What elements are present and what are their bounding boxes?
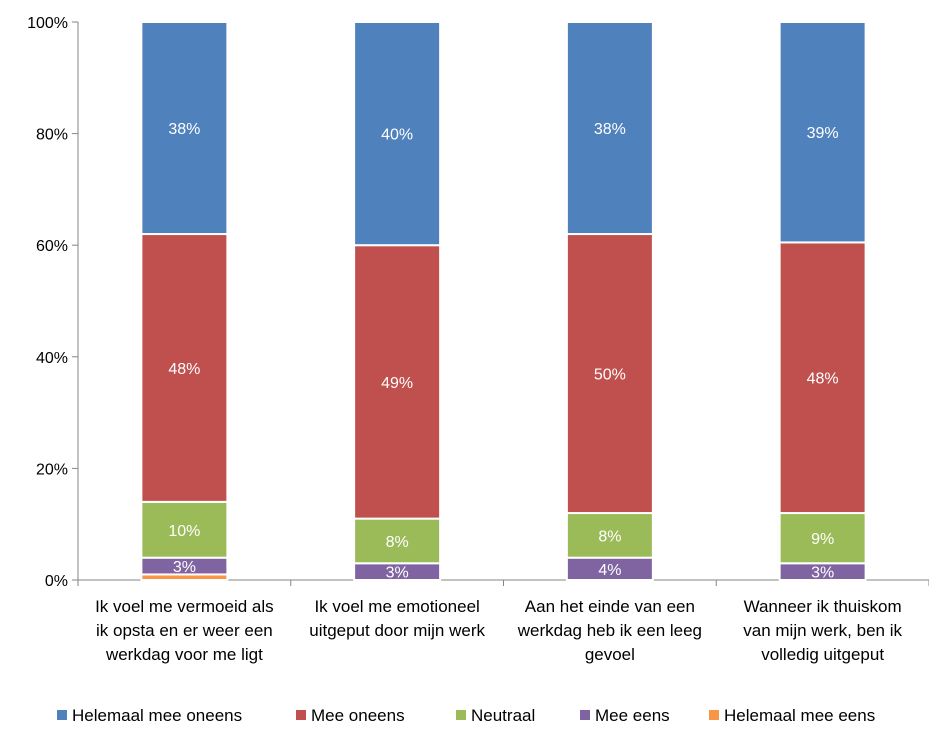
- data-label: 8%: [598, 528, 621, 545]
- chart-axes: 0% 20% 40% 60% 80% 100%: [27, 15, 929, 590]
- y-tick-label: 100%: [27, 15, 68, 32]
- legend-swatch: [580, 710, 590, 720]
- legend-swatch: [709, 710, 719, 720]
- legend-label: Helemaal mee eens: [724, 706, 875, 725]
- bar-segment: [140, 21, 229, 236]
- data-label: 8%: [386, 534, 409, 551]
- data-label: 39%: [807, 125, 839, 142]
- y-tick-label: 60%: [36, 238, 68, 255]
- category-label: Ik voel me emotioneel uitgeput door mijn …: [309, 597, 485, 640]
- data-label: 48%: [807, 371, 839, 388]
- category-label-line: werkdag voor me ligt: [105, 645, 263, 664]
- data-label: 40%: [381, 127, 413, 144]
- category-label-line: werkdag heb ik een leeg: [517, 621, 702, 640]
- category-label-line: van mijn werk, ben ik: [743, 621, 902, 640]
- data-label: 4%: [598, 562, 621, 579]
- y-tick-label: 40%: [36, 350, 68, 367]
- bar-segment: [353, 21, 442, 247]
- data-label: 38%: [594, 121, 626, 138]
- data-label: 49%: [381, 375, 413, 392]
- legend-label: Neutraal: [471, 706, 535, 725]
- chart-legend: Helemaal mee oneens Mee oneens Neutraal Mee…: [57, 706, 875, 725]
- data-label: 9%: [811, 531, 834, 548]
- legend-label: Mee eens: [595, 706, 670, 725]
- legend-swatch: [57, 710, 67, 720]
- category-label-line: ik opsta en er weer een: [96, 621, 273, 640]
- legend-item: Mee eens: [580, 706, 670, 725]
- legend-item: Mee oneens: [296, 706, 405, 725]
- bar-segment: [353, 244, 442, 520]
- legend-item: Helemaal mee eens: [709, 706, 875, 725]
- bar-segment: [353, 517, 442, 565]
- category-label-line: Wanneer ik thuiskom: [744, 597, 902, 616]
- y-tick-label: 20%: [36, 461, 68, 478]
- category-label: Ik voel me vermoeid als ik opsta en er we…: [95, 597, 274, 664]
- legend-item: Neutraal: [456, 706, 535, 725]
- category-label: Wanneer ik thuiskom van mijn werk, ben ik…: [743, 597, 902, 664]
- data-label: 3%: [173, 559, 196, 576]
- category-label-line: gevoel: [585, 645, 635, 664]
- data-label: 38%: [168, 121, 200, 138]
- category-label-line: Ik voel me vermoeid als: [95, 597, 274, 616]
- data-label: 3%: [386, 565, 409, 582]
- data-label: 48%: [168, 361, 200, 378]
- bar-segment: [778, 512, 867, 565]
- legend-swatch: [456, 710, 466, 720]
- data-label: 50%: [594, 367, 626, 384]
- data-label: 3%: [811, 565, 834, 582]
- chart-bars: [140, 21, 867, 582]
- bar-segment: [565, 512, 654, 559]
- category-axis-labels: Ik voel me vermoeid als ik opsta en er we…: [95, 597, 902, 664]
- category-label-line: uitgeput door mijn werk: [309, 621, 485, 640]
- legend-label: Helemaal mee oneens: [72, 706, 242, 725]
- bar-segment: [778, 241, 867, 515]
- y-tick-label: 0%: [45, 573, 68, 590]
- bar-segment: [565, 233, 654, 515]
- category-label-line: volledig uitgeput: [761, 645, 884, 664]
- bar-segment: [140, 233, 229, 503]
- legend-swatch: [296, 710, 306, 720]
- legend-item: Helemaal mee oneens: [57, 706, 242, 725]
- data-label: 10%: [168, 523, 200, 540]
- bar-segment: [565, 21, 654, 236]
- category-label: Aan het einde van een werkdag heb ik een …: [517, 597, 702, 664]
- chart-data-labels: 3% 10% 48% 38% 3% 8% 49% 40% 4% 8% 50% 38% 3% 9% 48% 39…: [168, 121, 838, 582]
- category-label-line: Aan het einde van een: [525, 597, 695, 616]
- y-tick-label: 80%: [36, 127, 68, 144]
- legend-label: Mee oneens: [311, 706, 405, 725]
- bar-segment: [778, 21, 867, 244]
- category-label-line: Ik voel me emotioneel: [314, 597, 479, 616]
